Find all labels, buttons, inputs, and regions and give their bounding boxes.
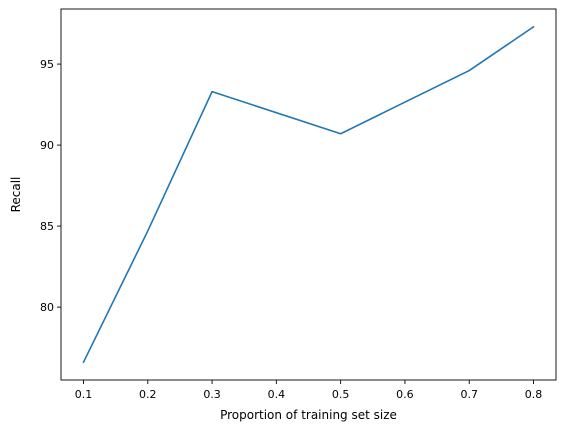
y-tick-label: 90 <box>40 139 54 152</box>
x-tick-label: 0.7 <box>460 388 478 401</box>
plot-area <box>82 25 535 364</box>
x-tick-label: 0.6 <box>396 388 414 401</box>
y-axis-ticks: 80 85 90 95 <box>40 58 61 314</box>
y-tick-label: 95 <box>40 58 54 71</box>
series-line <box>82 25 535 364</box>
y-tick-label: 80 <box>40 301 54 314</box>
y-axis-label: Recall <box>9 177 23 213</box>
x-tick-label: 0.4 <box>268 388 286 401</box>
x-axis-label: Proportion of training set size <box>220 408 397 422</box>
x-tick-label: 0.5 <box>332 388 350 401</box>
y-tick-label: 85 <box>40 220 54 233</box>
x-tick-label: 0.2 <box>139 388 157 401</box>
axes-frame <box>60 8 557 381</box>
x-tick-label: 0.8 <box>525 388 543 401</box>
x-axis-ticks: 0.1 0.2 0.3 0.4 0.5 0.6 0.7 0.8 <box>75 380 543 401</box>
x-tick-label: 0.3 <box>203 388 221 401</box>
x-tick-label: 0.1 <box>75 388 93 401</box>
